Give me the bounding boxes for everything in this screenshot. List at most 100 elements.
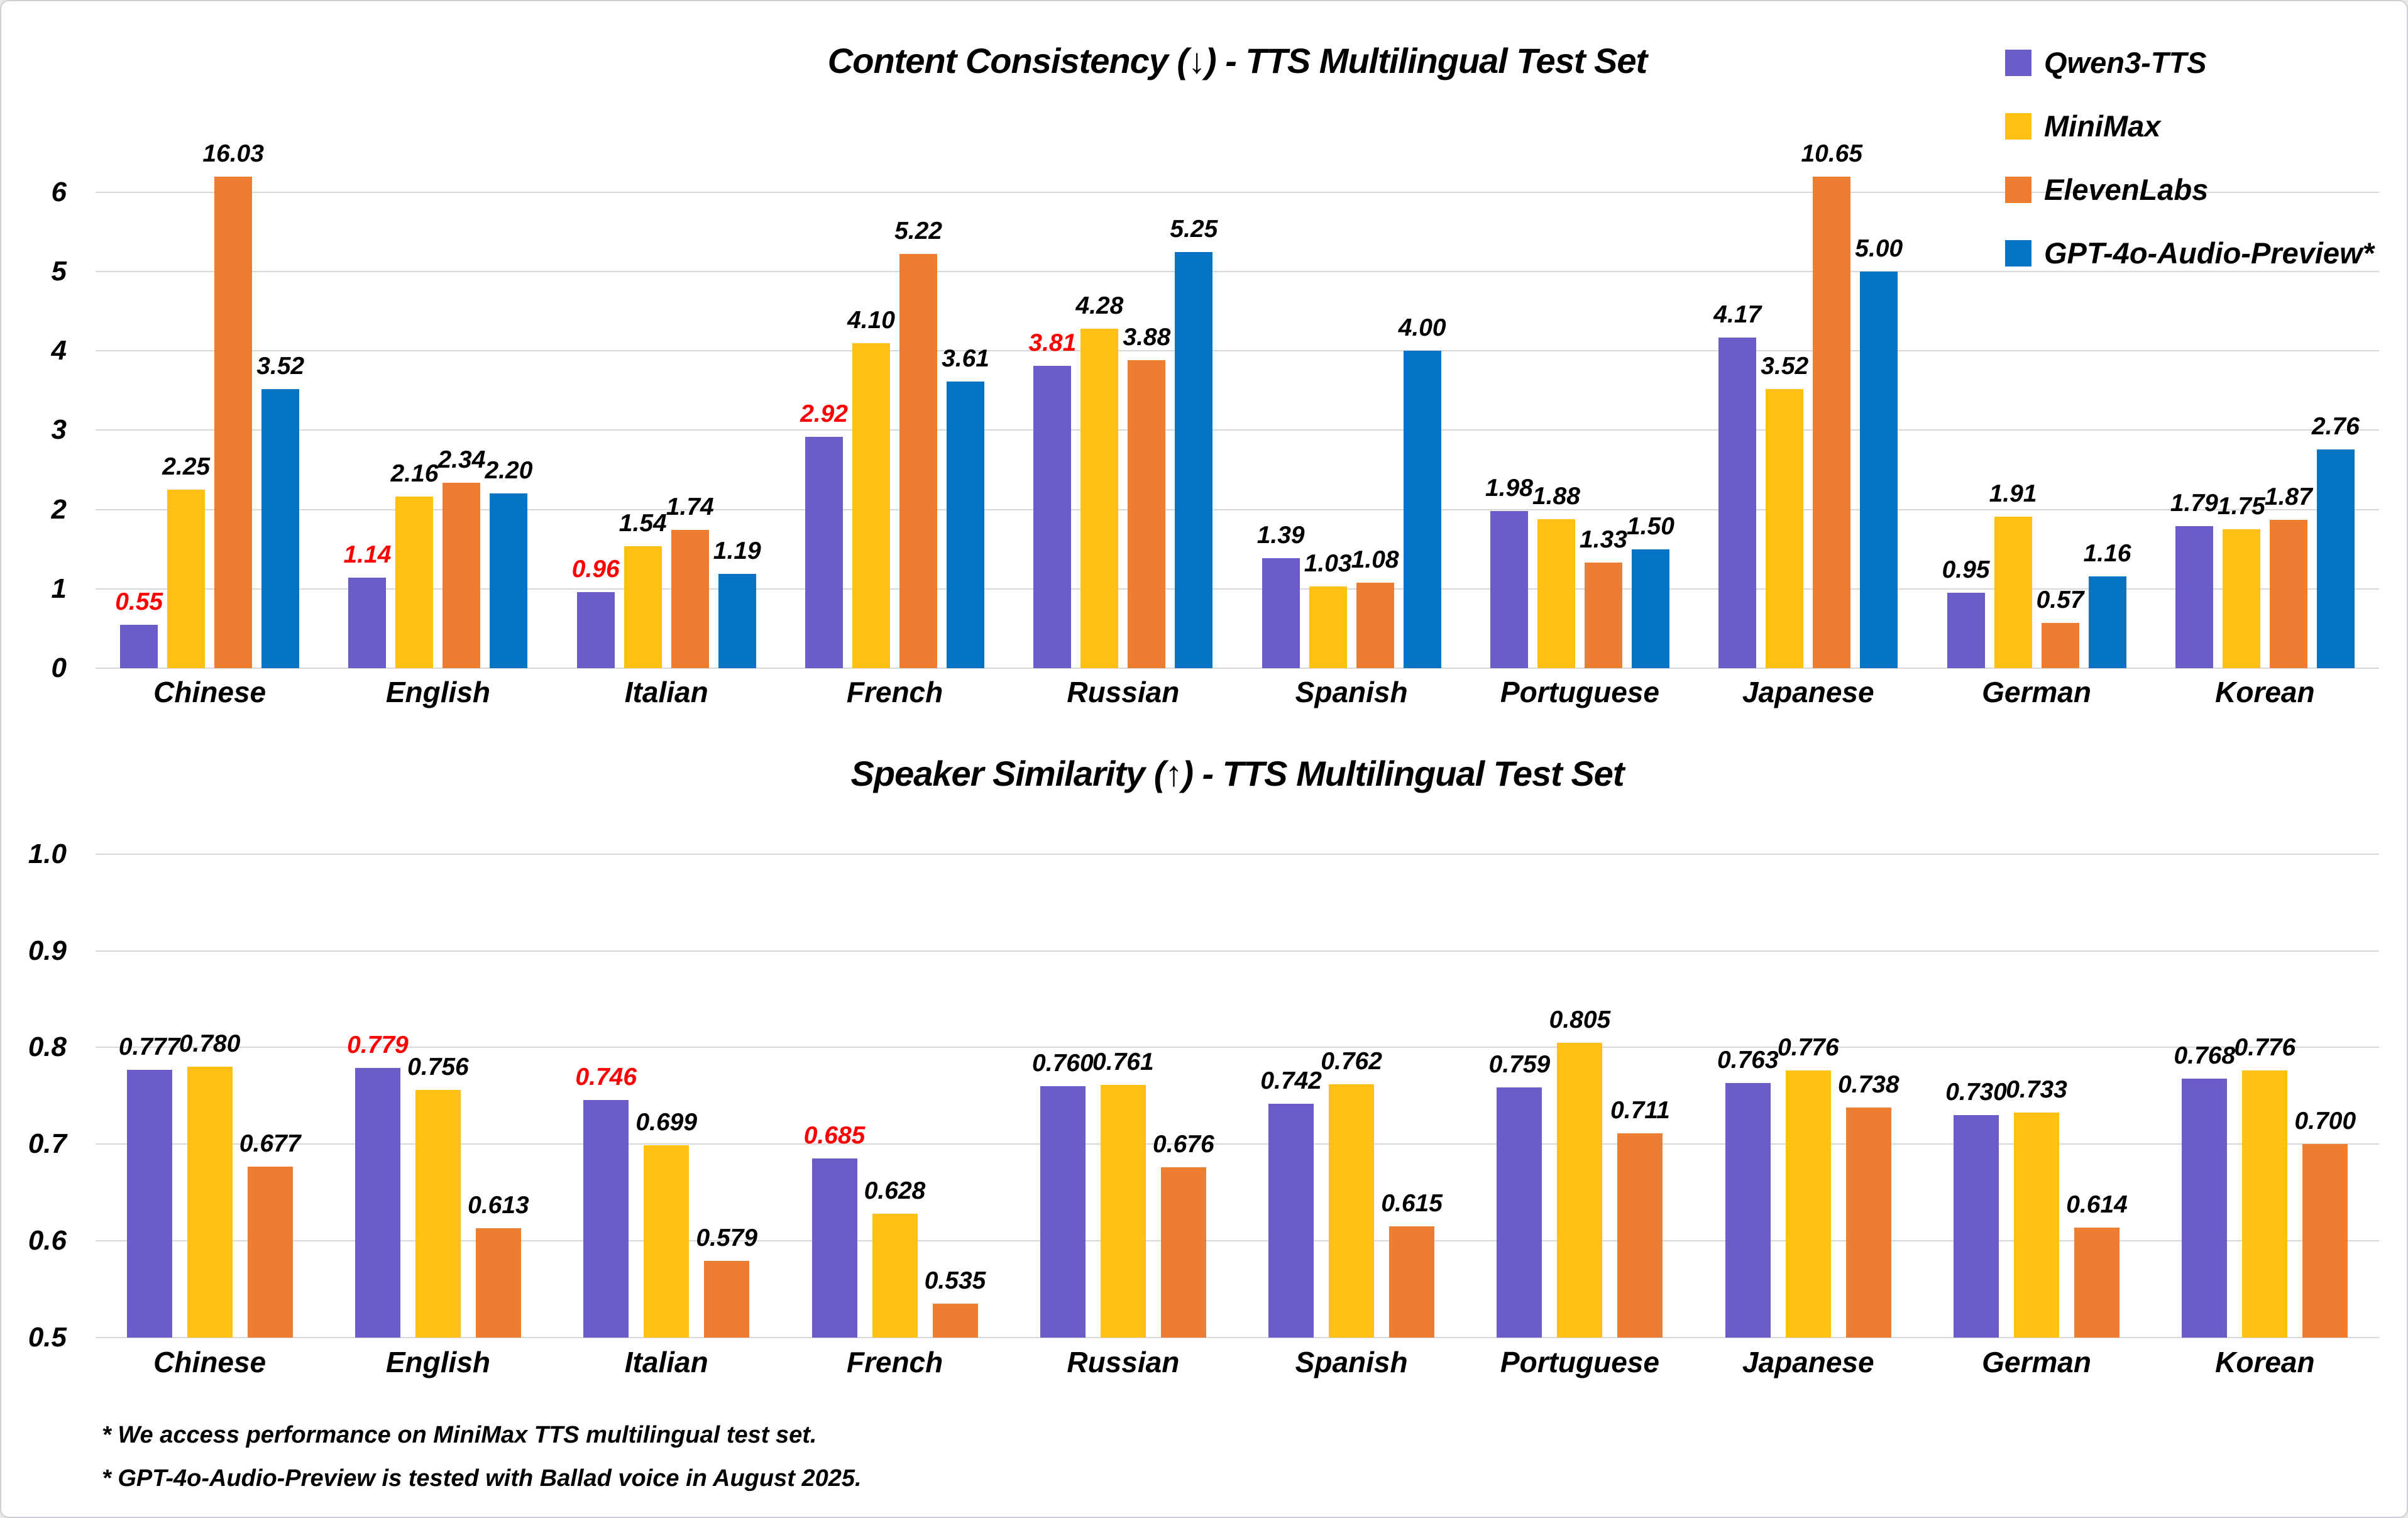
legend-label-elevenlabs: ElevenLabs [2044,173,2209,206]
category-label-russian: Russian [1067,1346,1180,1378]
y-tick-4: 4 [51,335,67,366]
value-label-minimax-german: 1.91 [1989,480,2037,507]
value-label-gpt-4o-audio-preview-german: 1.16 [2083,539,2131,567]
category-label-spanish: Spanish [1295,676,1408,708]
speaker-similarity-y-axis: 0.5 0.6 0.7 0.8 0.9 1.0 [1,835,88,1353]
category-label-korean: Korean [2215,1346,2315,1378]
bar-elevenlabs-spanish [1389,1226,1435,1338]
value-label-elevenlabs-italian: 1.74 [666,493,714,521]
bar-minimax-russian [1080,328,1119,668]
value-label-minimax-german: 0.733 [2006,1075,2067,1103]
value-label-elevenlabs-chinese: 16.03 [202,140,264,167]
value-label-qwen3-tts-english: 1.14 [343,541,392,569]
bar-qwen3-tts-russian [1040,1086,1086,1338]
category-label-chinese: Chinese [153,1346,267,1378]
legend-label-minimax: MiniMax [2044,109,2161,143]
value-label-gpt-4o-audio-preview-portuguese: 1.50 [1626,512,1674,540]
bar-elevenlabs-english [443,482,481,668]
content-consistency-chart: Content Consistency (↓) - TTS Multilingu… [1,18,2407,734]
value-label-minimax-chinese: 2.25 [162,453,211,481]
content-consistency-title: Content Consistency (↓) - TTS Multilingu… [827,41,1647,80]
value-label-elevenlabs-french: 5.22 [894,217,942,245]
content-consistency-plot-area: 0.55 1.14 0.96 2.92 3.81 1.39 1.98 4.17 0.95 1.79… [96,140,2379,669]
y-tick-0.7: 0.7 [28,1128,67,1160]
value-label-gpt-4o-audio-preview-french: 3.61 [942,345,989,373]
bar-minimax-chinese [167,490,206,668]
value-label-elevenlabs-japanese: 0.738 [1837,1070,1899,1098]
category-label-english: English [385,676,490,708]
bar-qwen3-tts-korean [2182,1078,2228,1338]
value-label-qwen3-tts-japanese: 4.17 [1713,300,1762,328]
value-label-minimax-english: 2.16 [390,460,439,488]
gridline-0.8 [96,1047,2379,1048]
gridline-3 [96,429,2379,431]
bar-elevenlabs-spanish [1356,582,1394,668]
bar-minimax-italian [644,1145,690,1338]
speaker-similarity-title: Speaker Similarity (↑) - TTS Multilingua… [850,754,1625,793]
value-label-minimax-japanese: 3.52 [1761,352,1809,380]
bar-qwen3-tts-german [1954,1115,1999,1338]
y-tick-1.0: 1.0 [28,838,67,869]
bar-gpt-4o-audio-preview-portuguese [1631,549,1669,668]
value-label-qwen3-tts-russian: 0.760 [1032,1050,1094,1077]
footnotes: * We access performance on MiniMax TTS m… [102,1422,2407,1492]
bar-minimax-french [872,1214,918,1338]
y-tick-0: 0 [51,652,67,683]
value-label-gpt-4o-audio-preview-italian: 1.19 [713,537,761,564]
value-label-minimax-japanese: 0.776 [1777,1034,1839,1062]
bar-gpt-4o-audio-preview-spanish [1403,351,1441,668]
bar-elevenlabs-japanese [1813,176,1851,668]
value-label-qwen3-tts-french: 2.92 [800,400,848,427]
value-label-elevenlabs-italian: 0.579 [696,1224,758,1252]
value-label-qwen3-tts-japanese: 0.763 [1717,1047,1779,1074]
speaker-similarity-chart: Speaker Similarity (↑) - TTS Multilingua… [1,734,2407,1400]
value-label-minimax-russian: 0.761 [1092,1048,1154,1076]
y-tick-5: 5 [51,256,67,287]
bar-gpt-4o-audio-preview-french [947,382,985,668]
category-label-german: German [1982,1346,2091,1378]
bar-minimax-italian [624,546,662,668]
bar-qwen3-tts-chinese [120,624,158,668]
bar-elevenlabs-english [475,1228,521,1338]
bar-qwen3-tts-chinese [126,1069,172,1338]
bar-minimax-english [415,1090,461,1338]
bar-elevenlabs-chinese [214,176,253,668]
bar-gpt-4o-audio-preview-german [2088,576,2126,668]
bar-elevenlabs-french [899,254,938,668]
category-label-english: English [385,1346,490,1378]
gridline-0.6 [96,1240,2379,1242]
value-label-qwen3-tts-french: 0.685 [803,1122,866,1150]
footnote-minimax-testset: * We access performance on MiniMax TTS m… [102,1422,817,1448]
value-label-gpt-4o-audio-preview-russian: 5.25 [1170,215,1218,243]
value-label-elevenlabs-russian: 3.88 [1123,324,1171,351]
bar-gpt-4o-audio-preview-korean [2316,449,2355,668]
bar-elevenlabs-chinese [247,1166,293,1338]
value-label-elevenlabs-korean: 0.700 [2294,1108,2356,1135]
value-label-qwen3-tts-russian: 3.81 [1028,329,1077,357]
bar-elevenlabs-korean [2302,1144,2348,1338]
bar-gpt-4o-audio-preview-japanese [1860,272,1898,668]
bar-elevenlabs-korean [2269,520,2307,668]
bar-qwen3-tts-french [811,1158,857,1338]
bar-qwen3-tts-italian [583,1099,629,1338]
bar-minimax-russian [1100,1085,1146,1338]
value-label-elevenlabs-portuguese: 1.33 [1579,526,1627,554]
category-label-italian: Italian [624,676,708,708]
y-tick-0.5: 0.5 [28,1322,67,1353]
legend-item-minimax: MiniMax [2005,109,2374,143]
bar-qwen3-tts-english [348,578,387,668]
value-label-qwen3-tts-chinese: 0.55 [115,588,163,615]
category-label-spanish: Spanish [1295,1346,1408,1378]
value-label-qwen3-tts-korean: 0.768 [2174,1042,2236,1069]
legend-swatch-elevenlabs-icon [2005,176,2031,203]
bar-minimax-spanish [1309,586,1347,668]
value-label-qwen3-tts-spanish: 0.742 [1260,1067,1322,1094]
bar-elevenlabs-german [2074,1227,2120,1338]
value-label-qwen3-tts-portuguese: 1.98 [1485,475,1533,502]
bar-qwen3-tts-japanese [1718,337,1757,668]
gridline-1 [96,588,2379,590]
bar-gpt-4o-audio-preview-russian [1175,251,1213,668]
footnote-gpt4o-ballad: * GPT-4o-Audio-Preview is tested with Ba… [102,1465,862,1492]
value-label-elevenlabs-english: 0.613 [468,1192,529,1219]
